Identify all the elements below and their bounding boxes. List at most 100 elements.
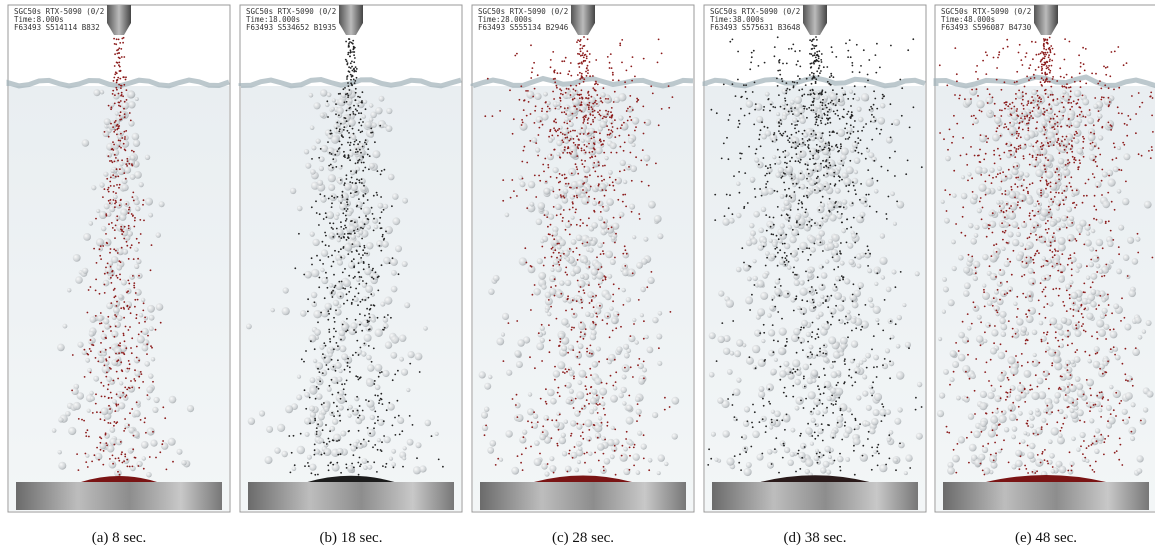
particle [100, 418, 102, 420]
particle [335, 285, 337, 287]
particle [748, 146, 750, 148]
particle [774, 132, 776, 134]
particle [374, 422, 376, 424]
particle [891, 123, 893, 125]
particle [113, 199, 115, 201]
particle [589, 75, 591, 77]
bubble [847, 310, 851, 314]
particle [778, 122, 780, 124]
particle [837, 422, 839, 424]
particle [599, 132, 601, 134]
particle [579, 83, 581, 85]
particle [340, 237, 342, 239]
particle [803, 378, 805, 380]
particle [737, 79, 739, 81]
particle [861, 217, 863, 219]
particle [577, 53, 579, 55]
particle [734, 455, 736, 457]
particle [791, 157, 793, 159]
bubble [366, 242, 373, 249]
particle [322, 429, 324, 431]
particle [579, 225, 581, 227]
particle [540, 120, 542, 122]
particle [532, 96, 534, 98]
particle [774, 46, 776, 48]
bubble [1049, 302, 1054, 307]
particle [813, 73, 815, 75]
bubble [813, 186, 821, 194]
bubble [757, 280, 765, 288]
particle [332, 439, 334, 441]
bubble [590, 240, 596, 246]
hud-text: F63493 S514114 B832 [14, 23, 100, 32]
particle [764, 359, 766, 361]
particle [565, 183, 567, 185]
particle [788, 48, 790, 50]
particle [100, 312, 102, 314]
bubble [598, 216, 603, 221]
particle [610, 53, 612, 55]
particle [592, 114, 594, 116]
bubble [857, 107, 862, 112]
particle [342, 191, 344, 193]
particle [834, 284, 836, 286]
particle [790, 107, 792, 109]
particle [416, 457, 418, 459]
particle [818, 209, 820, 211]
particle [366, 283, 368, 285]
particle [595, 82, 597, 84]
particle [316, 255, 318, 257]
bubble [1042, 256, 1046, 260]
particle [854, 257, 856, 259]
particle [743, 262, 745, 264]
bubble [540, 239, 544, 243]
particle [319, 259, 321, 261]
particle [333, 261, 335, 263]
particle [362, 91, 364, 93]
particle [138, 242, 140, 244]
particle [796, 220, 798, 222]
particle [110, 277, 112, 279]
particle [583, 78, 585, 80]
particle [840, 470, 842, 472]
particle [869, 109, 871, 111]
bubble [1076, 448, 1080, 452]
particle [614, 91, 616, 93]
particle [809, 221, 811, 223]
bubble [297, 206, 303, 212]
particle [564, 146, 566, 148]
particle [763, 332, 765, 334]
bubble [1032, 330, 1038, 336]
particle [580, 435, 582, 437]
particle [592, 87, 594, 89]
particle [381, 399, 383, 401]
bubble [187, 405, 194, 412]
particle [300, 433, 302, 435]
bubble [709, 332, 716, 339]
particle [612, 300, 614, 302]
particle [607, 113, 609, 115]
particle [355, 172, 357, 174]
bubble [309, 406, 315, 412]
particle [559, 341, 561, 343]
bubble [128, 385, 136, 393]
particle [729, 114, 731, 116]
particle [582, 243, 584, 245]
bubble [578, 343, 584, 349]
bubble [800, 184, 806, 190]
particle [587, 65, 589, 67]
particle [106, 372, 108, 374]
particle [815, 134, 817, 136]
bubble [82, 350, 87, 355]
particle [815, 163, 817, 165]
particle [128, 209, 130, 211]
particle [328, 165, 330, 167]
particle [753, 124, 755, 126]
particle [732, 83, 734, 85]
bubble [635, 397, 641, 403]
particle [617, 314, 619, 316]
particle [807, 168, 809, 170]
particle [835, 400, 837, 402]
particle [603, 152, 605, 154]
particle [345, 93, 347, 95]
